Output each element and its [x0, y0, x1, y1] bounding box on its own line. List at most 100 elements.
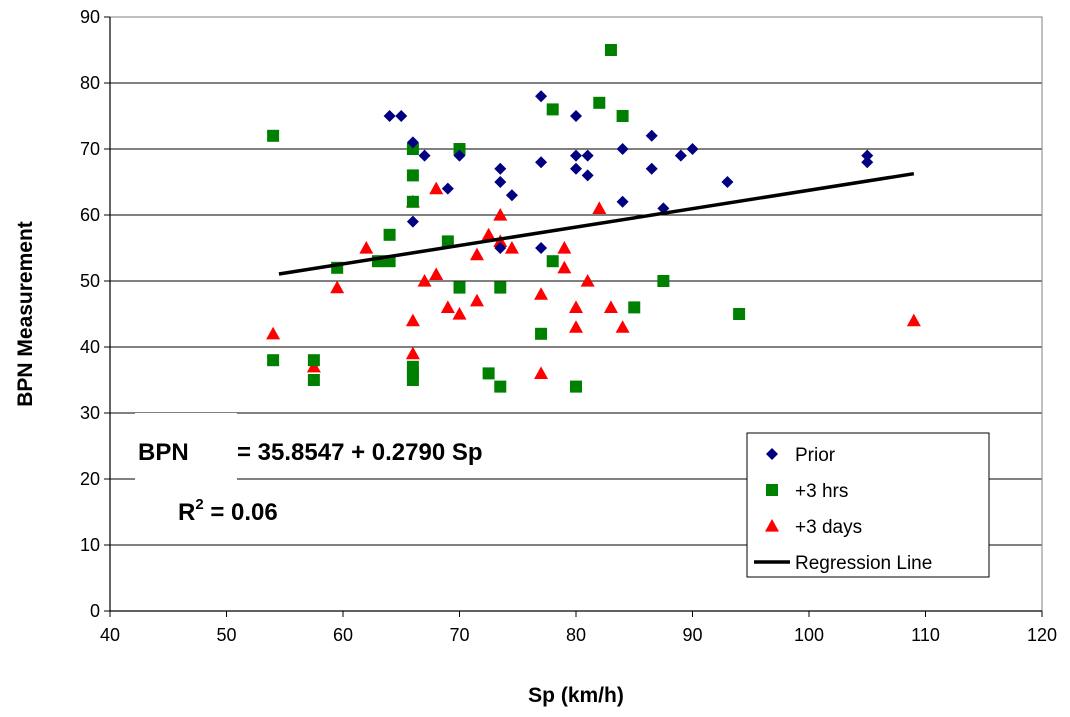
hrs-point: [441, 235, 454, 248]
hrs-point: [628, 301, 641, 314]
days-point: [504, 241, 519, 254]
days-point: [417, 274, 432, 287]
y-tick-label: 70: [80, 139, 100, 159]
prior-point: [535, 242, 548, 254]
days-point: [405, 346, 420, 360]
days-point: [429, 267, 444, 280]
days-point: [469, 293, 484, 307]
days-point: [569, 320, 583, 333]
y-tick-label: 90: [80, 7, 100, 27]
y-tick-label: 40: [80, 337, 100, 357]
prior-point: [505, 189, 518, 202]
days-point: [906, 313, 921, 327]
hrs-point: [267, 354, 280, 367]
days-point: [557, 241, 572, 254]
prior-point: [645, 129, 658, 142]
prior-point: [645, 162, 658, 175]
r-squared: R2 = 0.06: [178, 496, 278, 526]
hrs-point: [406, 143, 419, 155]
days-point: [580, 274, 595, 287]
hrs-point: [494, 281, 507, 294]
prior-point: [686, 143, 699, 155]
prior-point: [721, 176, 734, 188]
y-tick-label: 50: [80, 271, 100, 291]
prior-point: [406, 136, 419, 149]
x-tick-label: 90: [682, 625, 702, 645]
hrs-point: [570, 380, 582, 393]
hrs-point: [535, 327, 548, 340]
legend-swatch-diamond: [766, 448, 778, 460]
hrs-point: [406, 169, 419, 182]
regression-line-group: [278, 171, 915, 276]
equation-lhs: BPN: [138, 439, 189, 466]
days-point: [330, 280, 345, 294]
x-axis-title: Sp (km/h): [528, 684, 624, 707]
hrs-point: [267, 129, 280, 142]
prior-point: [494, 176, 507, 188]
prior-point: [494, 242, 507, 254]
legend-label: Prior: [795, 445, 836, 466]
hrs-point: [453, 143, 466, 155]
prior-point: [383, 110, 396, 122]
prior-point: [674, 149, 687, 162]
days-point: [603, 300, 618, 313]
days-point: [405, 313, 420, 327]
prior-point: [570, 149, 582, 162]
prior-point: [570, 110, 582, 122]
hrs-point: [733, 308, 746, 320]
annotation-mask: [135, 413, 237, 533]
days-point: [266, 326, 281, 340]
y-tick-label: 30: [80, 403, 100, 423]
prior-point: [418, 149, 431, 162]
hrs-point: [593, 96, 606, 109]
legend-label: +3 days: [795, 517, 862, 538]
legend-label: Regression Line: [795, 553, 932, 574]
prior-point: [441, 182, 454, 195]
hrs-point: [616, 110, 629, 122]
hrs-point: [494, 380, 507, 393]
days-point: [615, 320, 630, 333]
hrs-point: [383, 228, 396, 241]
r-squared-value: = 0.06: [204, 499, 278, 526]
hrs-point: [307, 354, 320, 367]
legend: Prior +3 hrs +3 days Regression Line: [746, 432, 990, 578]
hrs-point: [546, 255, 559, 268]
days-point: [569, 300, 583, 313]
x-tick-label: 70: [449, 625, 469, 645]
x-tick-label: 50: [216, 625, 236, 645]
days-point: [592, 201, 607, 214]
days-point: [534, 366, 549, 379]
prior-point: [395, 110, 408, 122]
days-point: [429, 181, 444, 195]
prior-point: [570, 162, 582, 175]
prior-point: [535, 156, 548, 169]
gridlines: [110, 82, 1042, 546]
hrs-point: [657, 275, 670, 287]
y-tick-label: 60: [80, 205, 100, 225]
x-tick-label: 110: [911, 625, 940, 645]
prior-point: [535, 90, 548, 103]
prior-point: [494, 162, 507, 175]
y-tick-label: 10: [80, 535, 100, 555]
prior-point: [453, 149, 466, 162]
y-tick-label: 80: [80, 73, 100, 93]
legend-swatch-triangle: [765, 519, 779, 532]
prior-point: [616, 143, 629, 155]
hrs-point: [546, 103, 559, 116]
hrs-point: [453, 281, 466, 294]
r-squared-base: R: [178, 499, 195, 526]
prior-point: [581, 149, 594, 162]
y-tick-label: 20: [80, 469, 100, 489]
equation-rhs: = 35.8547 + 0.2790 Sp: [237, 439, 483, 466]
prior-point: [616, 195, 629, 208]
x-tick-label: 120: [1027, 625, 1057, 645]
prior-point: [406, 215, 419, 228]
y-axis-title: BPN Measurement: [14, 221, 37, 407]
regression-line: [278, 171, 915, 276]
hrs-point: [482, 367, 495, 380]
tick-labels: 0 10 20 30 40 50 60 70 80 90 40 50 60 70 80 90 100 110 120: [80, 7, 1057, 645]
hrs-point: [406, 374, 419, 386]
x-tick-label: 60: [333, 625, 353, 645]
y-tick-label: 0: [90, 601, 100, 621]
